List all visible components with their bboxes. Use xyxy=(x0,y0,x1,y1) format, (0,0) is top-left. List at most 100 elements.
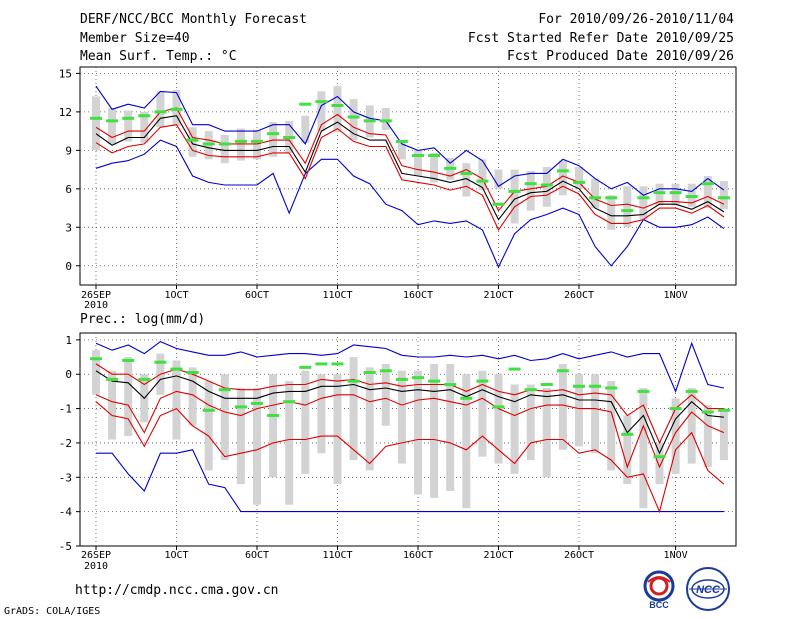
prec-upper-quartile-line xyxy=(95,363,724,445)
prec-mean-mark xyxy=(524,388,537,392)
temp-range-box xyxy=(478,159,487,191)
temp-range-box xyxy=(92,96,100,151)
prec-range-box xyxy=(253,387,261,505)
temp-mean-mark xyxy=(170,107,183,111)
prec-x-tick-label: 26OCT xyxy=(564,550,594,561)
temp-range-box xyxy=(108,108,117,144)
prec-range-box xyxy=(285,381,294,505)
prec-range-box xyxy=(575,374,583,447)
temp-mean-mark xyxy=(701,182,714,186)
temp-range-box xyxy=(397,140,406,160)
prec-mean-mark xyxy=(379,369,392,373)
temp-range-box xyxy=(349,99,358,141)
temp-mean-mark xyxy=(315,100,328,104)
prec-x-tick-label: 21OCT xyxy=(483,550,513,561)
temp-range-box xyxy=(140,111,149,143)
prec-range-box xyxy=(623,415,632,485)
prec-y-tick-label: -4 xyxy=(59,506,73,519)
prec-range-box xyxy=(462,374,471,509)
temp-lower-quartile-line xyxy=(95,124,725,231)
prec-range-box xyxy=(719,408,728,461)
prec-mean-mark xyxy=(428,379,441,383)
source-url[interactable]: http://cmdp.ncc.cma.gov.cn xyxy=(75,583,279,598)
prec-range-box xyxy=(236,387,245,485)
temp-mean-mark xyxy=(234,139,247,143)
temp-range-box xyxy=(188,127,197,157)
temp-range-box xyxy=(510,169,519,224)
temp-mean-mark xyxy=(395,139,408,143)
temp-range-box xyxy=(591,178,600,209)
prec-mean-mark xyxy=(363,371,376,375)
prec-range-box xyxy=(397,370,406,464)
prec-range-box xyxy=(430,363,439,498)
temp-range-box xyxy=(542,167,551,207)
prec-range-box xyxy=(365,367,374,471)
temp-mean-mark xyxy=(218,142,231,146)
temp-mean-mark xyxy=(267,132,280,136)
variable-label: Mean Surf. Temp.: °C xyxy=(80,49,237,64)
prec-mean-mark xyxy=(492,405,505,409)
refer-date: Fcst Started Refer Date 2010/09/25 xyxy=(467,31,734,46)
prec-range-box xyxy=(655,442,664,485)
prec-min-line xyxy=(96,449,724,513)
prec-range-box xyxy=(317,374,326,454)
prec-range-box xyxy=(172,360,181,440)
temp-mean-mark xyxy=(444,166,457,170)
temp-x-tick-label: 16OCT xyxy=(403,290,433,301)
temp-mean-mark xyxy=(299,102,312,106)
prec-range-box xyxy=(108,370,117,440)
prec-mean-mark xyxy=(170,367,183,371)
temp-mean-mark xyxy=(202,142,215,146)
bcc-logo: BCC xyxy=(643,570,675,610)
temp-range-box xyxy=(639,186,648,220)
prec-range-box xyxy=(188,367,197,426)
prec-mean-mark xyxy=(202,408,215,412)
temp-range-box xyxy=(236,128,245,161)
temp-mean-mark xyxy=(347,115,360,119)
temp-range-box xyxy=(124,110,133,142)
prec-range-box xyxy=(671,398,680,474)
temp-range-box xyxy=(333,86,342,133)
prec-lower-quartile-line xyxy=(95,390,725,469)
temp-max-line xyxy=(95,85,725,196)
prec-range-box xyxy=(494,374,503,464)
temp-mean-mark xyxy=(717,196,730,200)
temp-y-tick-label: 6 xyxy=(65,183,72,196)
prec-range-box xyxy=(301,370,310,474)
temp-x-tick-label: 26OCT xyxy=(564,290,594,301)
temp-range-box xyxy=(414,150,422,176)
prec-mean-mark xyxy=(395,377,408,381)
temp-range-box xyxy=(671,183,680,206)
prec-lower-decile-line xyxy=(95,401,725,514)
prec-mean-mark xyxy=(573,384,585,388)
temp-mean-mark xyxy=(605,196,618,200)
prec-range-box xyxy=(607,381,616,471)
prec-range-box xyxy=(510,384,519,474)
temp-mean-mark xyxy=(476,179,489,183)
temp-y-tick-label: 12 xyxy=(59,106,72,119)
prec-mean-mark xyxy=(122,358,135,362)
temp-y-tick-label: 9 xyxy=(65,144,72,157)
prec-x-tick-sublabel: 2010 xyxy=(84,561,108,572)
prec-range-box xyxy=(124,357,133,437)
prec-mean-mark xyxy=(508,367,521,371)
prec-mean-mark xyxy=(186,371,199,375)
temp-mean-mark xyxy=(106,119,119,123)
prec-range-box xyxy=(542,387,551,478)
temp-median-line xyxy=(95,115,725,221)
prec-mean-mark xyxy=(154,360,167,364)
prec-y-tick-label: -3 xyxy=(59,471,72,484)
prec-range-box xyxy=(526,384,535,461)
temp-mean-mark xyxy=(428,153,441,157)
temp-mean-mark xyxy=(492,202,505,206)
temp-range-box xyxy=(156,91,165,128)
prec-range-box xyxy=(349,357,358,461)
bcc-logo-text: BCC xyxy=(649,600,669,610)
temp-y-tick-label: 3 xyxy=(65,221,72,234)
prec-mean-mark xyxy=(701,410,714,414)
temp-range-box xyxy=(253,129,261,160)
prec-mean-mark xyxy=(556,369,569,373)
temp-mean-mark xyxy=(524,182,537,186)
prec-range-box xyxy=(333,374,342,485)
